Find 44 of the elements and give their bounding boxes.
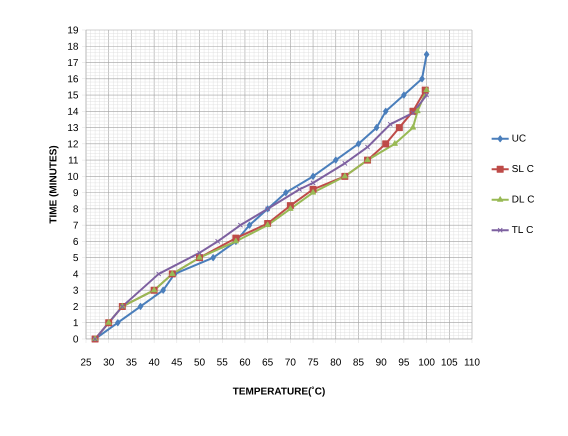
y-axis-title: TIME (MINUTES): [49, 146, 58, 224]
y-tick-label: 13: [68, 124, 78, 132]
x-tick-label: 30: [104, 358, 114, 366]
x-tick-label: 40: [148, 358, 160, 366]
y-tick-label: 6: [73, 238, 78, 245]
legend-label: DL C: [512, 195, 534, 203]
x-tick-label: 95: [398, 358, 410, 366]
y-tick-label: 3: [73, 286, 78, 294]
y-tick-label: 14: [68, 108, 78, 115]
y-tick-label: 1: [74, 319, 78, 326]
x-tick-label: 105: [442, 358, 458, 366]
y-tick-label: 5: [73, 254, 78, 262]
x-axis-title: TEMPERATURE(˚C): [232, 386, 325, 397]
x-tick-label: 110: [464, 358, 480, 366]
x-tick-label: 80: [330, 358, 341, 366]
x-tick-label: 100: [419, 358, 435, 366]
x-tick-label: 65: [262, 358, 273, 366]
y-tick-label: 7: [73, 222, 78, 229]
x-tick-label: 25: [80, 358, 92, 366]
y-tick-label: 4: [73, 270, 78, 278]
legend-label: SL C: [512, 165, 534, 172]
x-tick-label: 70: [285, 358, 296, 366]
y-tick-label: 12: [68, 140, 78, 148]
legend-label: UC: [512, 134, 526, 142]
y-tick-label: 8: [73, 205, 78, 212]
legend-label: TL C: [512, 226, 533, 234]
y-tick-label: 16: [68, 75, 78, 82]
x-tick-label: 90: [376, 358, 386, 366]
x-tick-label: 85: [353, 358, 364, 366]
y-tick-label: 11: [68, 156, 78, 164]
y-tick-label: 10: [68, 172, 78, 180]
x-tick-label: 50: [194, 358, 205, 366]
y-tick-label: 2: [73, 302, 78, 310]
y-tick-label: 0: [73, 335, 78, 343]
y-tick-label: 9: [73, 189, 78, 196]
y-tick-label: 17: [68, 59, 78, 66]
x-tick-label: 55: [217, 358, 228, 366]
x-tick-label: 35: [126, 358, 137, 366]
x-tick-label: 60: [240, 358, 250, 366]
y-tick-label: 19: [68, 26, 78, 34]
y-tick-label: 15: [68, 92, 78, 99]
x-tick-label: 75: [308, 358, 318, 366]
y-tick-label: 18: [68, 42, 78, 50]
x-tick-label: 45: [172, 358, 182, 366]
